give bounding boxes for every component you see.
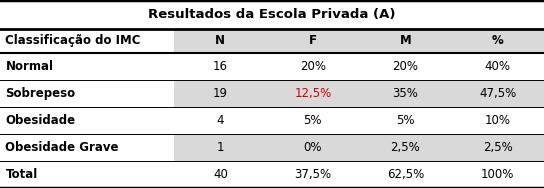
Text: 2,5%: 2,5% xyxy=(391,141,420,154)
Text: 5%: 5% xyxy=(304,114,322,127)
Bar xyxy=(359,134,452,161)
Text: 37,5%: 37,5% xyxy=(294,168,331,181)
Text: 35%: 35% xyxy=(392,87,418,100)
Text: 12,5%: 12,5% xyxy=(294,87,331,100)
Text: N: N xyxy=(215,34,225,47)
Text: 20%: 20% xyxy=(392,60,418,73)
Bar xyxy=(267,80,359,107)
Bar xyxy=(0,0,544,29)
Bar xyxy=(359,80,452,107)
Text: F: F xyxy=(309,34,317,47)
Text: Resultados da Escola Privada (A): Resultados da Escola Privada (A) xyxy=(149,8,395,21)
Bar xyxy=(174,80,267,107)
Text: 16: 16 xyxy=(213,60,228,73)
Text: 62,5%: 62,5% xyxy=(387,168,424,181)
Text: M: M xyxy=(399,34,411,47)
Text: 19: 19 xyxy=(213,87,228,100)
Text: 2,5%: 2,5% xyxy=(483,141,512,154)
Bar xyxy=(452,134,544,161)
Text: 1: 1 xyxy=(217,141,224,154)
Bar xyxy=(174,134,267,161)
Text: 20%: 20% xyxy=(300,60,326,73)
Bar xyxy=(267,134,359,161)
Bar xyxy=(359,29,452,53)
Text: 10%: 10% xyxy=(485,114,511,127)
Text: Obesidade: Obesidade xyxy=(5,114,76,127)
Bar xyxy=(267,29,359,53)
Text: Classificação do IMC: Classificação do IMC xyxy=(5,34,141,47)
Text: 40%: 40% xyxy=(485,60,511,73)
Text: 4: 4 xyxy=(217,114,224,127)
Text: 47,5%: 47,5% xyxy=(479,87,516,100)
Bar xyxy=(452,29,544,53)
Text: Obesidade Grave: Obesidade Grave xyxy=(5,141,119,154)
Bar xyxy=(174,29,267,53)
Text: %: % xyxy=(492,34,504,47)
Bar xyxy=(452,80,544,107)
Text: Total: Total xyxy=(5,168,38,181)
Text: 5%: 5% xyxy=(396,114,415,127)
Text: 40: 40 xyxy=(213,168,228,181)
Text: Normal: Normal xyxy=(5,60,53,73)
Text: Sobrepeso: Sobrepeso xyxy=(5,87,76,100)
Text: 100%: 100% xyxy=(481,168,515,181)
Text: 0%: 0% xyxy=(304,141,322,154)
